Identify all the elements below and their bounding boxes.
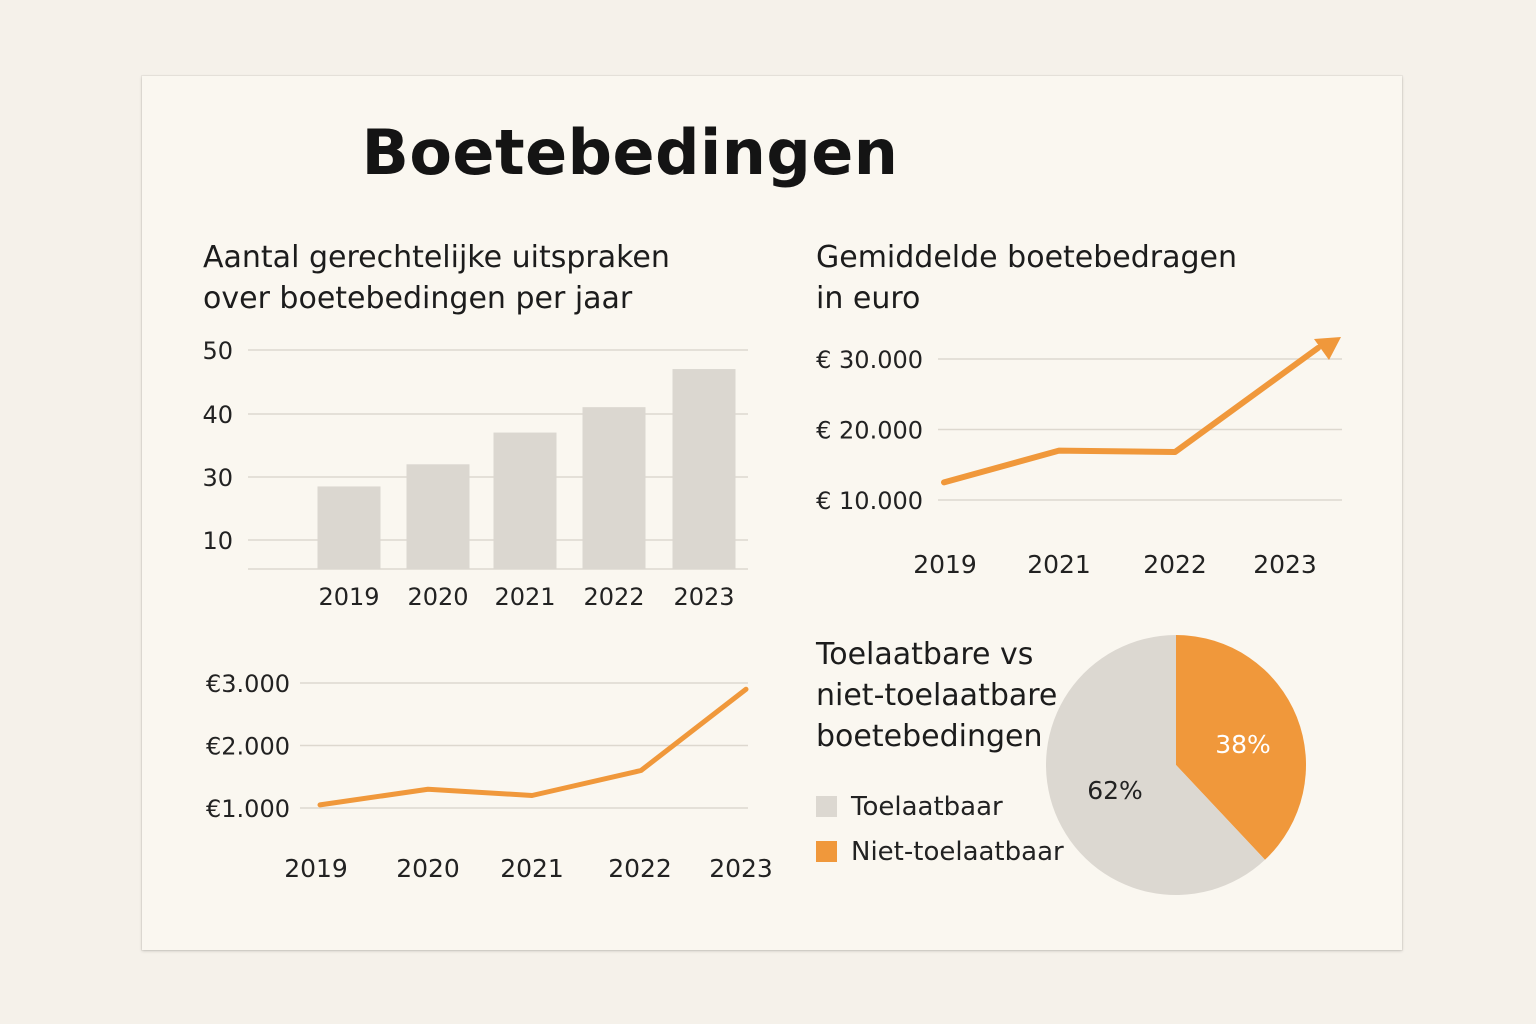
legend-swatch-toelaatbaar <box>816 796 837 817</box>
pie-chart-title-line-1: Toelaatbare vs <box>816 637 1034 672</box>
legend-item-toelaatbaar: Toelaatbaar <box>816 784 1064 829</box>
bar-chart-bar <box>582 407 646 569</box>
euro-chart-xtick-label: 2022 <box>608 854 672 883</box>
bar-chart-bar <box>672 369 736 569</box>
euro-chart-xtick-label: 2020 <box>396 854 460 883</box>
euro-chart-xtick-label: 2021 <box>500 854 564 883</box>
fine-chart-ytick-label: € 10.000 <box>816 487 923 515</box>
legend-label-niet-toelaatbaar: Niet-toelaatbaar <box>851 836 1064 867</box>
bar-chart-ytick-label: 30 <box>202 464 233 492</box>
bar-chart-xtick-label: 2019 <box>318 583 379 611</box>
euro-chart-ytick-label: €3.000 <box>206 670 290 698</box>
page-title: Boetebedingen <box>361 116 899 189</box>
bar-chart-xtick-label: 2023 <box>673 583 734 611</box>
bar-chart-xtick-label: 2022 <box>583 583 644 611</box>
pie-slice-toelaatbaar <box>1046 635 1265 895</box>
bar-chart-xtick-label: 2021 <box>494 583 555 611</box>
fine-chart-arrowhead <box>1314 337 1341 360</box>
pie-legend: Toelaatbaar Niet-toelaatbaar <box>816 784 1064 874</box>
fine-amount-chart-title: Gemiddelde boetebedragen in euro <box>816 237 1237 319</box>
euro-chart-ytick-label: €2.000 <box>206 733 290 761</box>
bar-chart-title: Aantal gerechtelijke uitspraken over boe… <box>203 237 670 319</box>
bar-chart-bar <box>406 464 470 569</box>
pie-label-toelaatbaar: 62% <box>1087 776 1143 805</box>
pie-chart-title: Toelaatbare vs niet-toelaatbare boetebed… <box>816 634 1057 757</box>
pie-chart-title-line-3: boetebedingen <box>816 719 1043 754</box>
bar-chart-title-line-1: Aantal gerechtelijke uitspraken <box>203 240 670 275</box>
pie-slice-niet-toelaatbaar <box>1176 635 1306 860</box>
euro-chart-series-line <box>317 686 749 808</box>
legend-swatch-niet-toelaatbaar <box>816 841 837 862</box>
bar-chart-title-line-2: over boetebedingen per jaar <box>203 281 633 316</box>
euro-chart-xtick-label: 2023 <box>709 854 773 883</box>
pie-chart-title-line-2: niet-toelaatbare <box>816 678 1058 713</box>
bar-chart-bar <box>317 486 381 569</box>
legend-item-niet-toelaatbaar: Niet-toelaatbaar <box>816 829 1064 874</box>
fine-chart-ytick-label: € 20.000 <box>816 417 923 445</box>
fine-amount-chart-title-line-2: in euro <box>816 281 921 316</box>
fine-amount-chart-title-line-1: Gemiddelde boetebedragen <box>816 240 1238 275</box>
bar-chart-ytick-label: 10 <box>202 527 233 555</box>
fine-chart-xtick-label: 2022 <box>1143 550 1207 579</box>
bar-chart-ytick-label: 50 <box>202 337 233 365</box>
bar-chart-bar <box>493 432 557 569</box>
euro-chart-ytick-label: €1.000 <box>206 795 290 823</box>
legend-label-toelaatbaar: Toelaatbaar <box>851 791 1003 822</box>
fine-chart-series-line <box>941 345 1321 486</box>
fine-chart-ytick-label: € 30.000 <box>816 346 923 374</box>
fine-chart-xtick-label: 2021 <box>1027 550 1091 579</box>
bar-chart-ytick-label: 40 <box>202 401 233 429</box>
bar-chart-xtick-label: 2020 <box>407 583 468 611</box>
fine-chart-xtick-label: 2019 <box>913 550 977 579</box>
pie-label-niet-toelaatbaar: 38% <box>1215 730 1271 759</box>
euro-chart-xtick-label: 2019 <box>284 854 348 883</box>
fine-chart-xtick-label: 2023 <box>1253 550 1317 579</box>
